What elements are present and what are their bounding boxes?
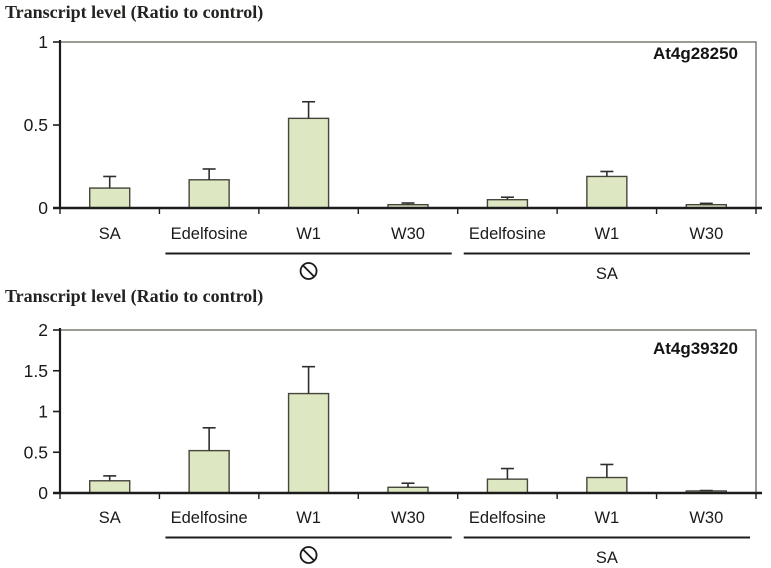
bar-W1 [586,175,628,209]
bar-plot: 0 0.5 1 1.5 2 SA Edelfosine W1 W30 Edelfosine W1 W3… [24,320,762,567]
no-symbol-slash [302,548,315,562]
category-label: W1 [296,225,321,243]
y-tick-label: 0.5 [24,115,48,135]
y-tick-label: 0 [38,198,48,218]
no-symbol-circle [299,546,318,564]
no-symbol-slash [302,264,315,278]
y-tick-label: 0 [38,483,48,503]
no-symbol-icon [299,262,318,280]
category-label: W30 [391,509,425,527]
category-label: W30 [391,225,425,243]
bar-SA [89,480,131,494]
bar-Edelfosine [188,449,230,494]
y-tick-label: 1 [38,32,48,52]
gene-label: At4g39320 [652,339,738,358]
bar-W1 [586,476,628,494]
no-symbol-circle [299,262,318,280]
category-label: Edelfosine [171,509,248,527]
plot-frame [59,329,757,494]
chart-at4g28250: Transcript level (Ratio to control) At4g… [5,2,762,283]
chart-title: Transcript level (Ratio to control) [5,2,264,22]
category-label: Edelfosine [469,225,546,243]
category-label: W1 [296,509,321,527]
category-label: W1 [594,225,619,243]
y-tick-label: 1.5 [24,361,48,381]
no-symbol-icon [299,546,318,564]
bar-W1 [287,117,330,209]
bar-Edelfosine [486,198,529,209]
chart-title: Transcript level (Ratio to control) [5,286,264,306]
chart-at4g39320: Transcript level (Ratio to control) At4g… [0,284,771,568]
category-label: W30 [689,509,723,527]
bar-Edelfosine [188,179,230,209]
bar-plot: 0 0.5 1 SA Edelfosine W1 W30 Edelfosine W1 W30 SA [24,32,762,283]
group-label: SA [596,265,618,283]
bar-Edelfosine [486,478,529,494]
bar-W1 [287,392,330,494]
category-label: Edelfosine [469,509,546,527]
category-label: Edelfosine [171,225,248,243]
y-tick-label: 1 [38,402,48,422]
y-tick-label: 0.5 [24,442,48,462]
y-tick-label: 2 [38,320,48,340]
plot-frame [59,41,757,209]
bar-SA [89,187,131,209]
category-label: SA [99,225,121,243]
category-label: W30 [689,225,723,243]
category-label: W1 [594,509,619,527]
category-label: SA [99,509,121,527]
group-label: SA [596,549,618,567]
gene-label: At4g28250 [652,44,738,63]
